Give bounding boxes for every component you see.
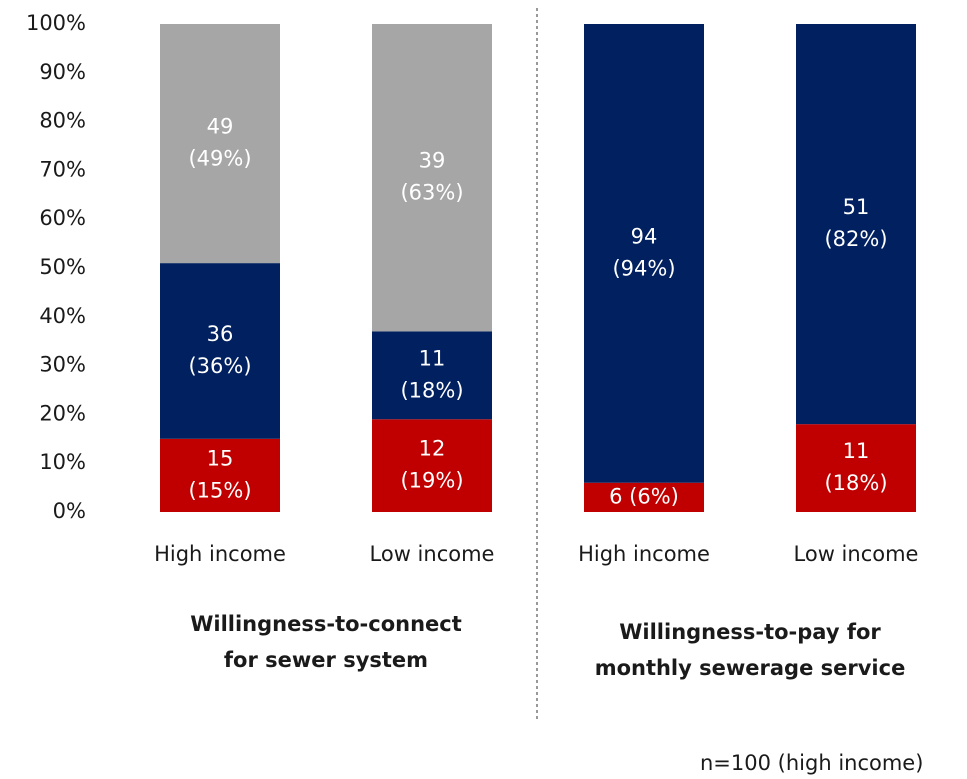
data-label: 36 — [207, 322, 234, 346]
data-label: 39 — [419, 149, 446, 173]
data-label: 11 — [419, 346, 446, 370]
data-label: (19%) — [400, 469, 463, 493]
bar-segment — [160, 438, 280, 512]
bar-segment — [160, 24, 280, 264]
data-label: 51 — [843, 195, 870, 219]
data-label: 11 — [843, 439, 870, 463]
bar-segment — [584, 24, 704, 483]
y-tick-label: 20% — [39, 401, 86, 425]
bar-segment — [372, 24, 492, 332]
group-label: Willingness-to-pay for — [619, 620, 881, 644]
y-tick-label: 10% — [39, 450, 86, 474]
data-label: 15 — [207, 446, 234, 470]
note: n=100 (high income) — [700, 751, 923, 775]
x-tick-label: Low income — [794, 542, 919, 566]
y-tick-label: 50% — [39, 255, 86, 279]
data-label: (36%) — [188, 354, 251, 378]
x-tick-label: Low income — [370, 542, 495, 566]
bar-segment — [372, 419, 492, 512]
data-label: 6 (6%) — [609, 484, 679, 508]
data-label: (15%) — [188, 478, 251, 502]
y-tick-label: 40% — [39, 304, 86, 328]
y-tick-label: 70% — [39, 157, 86, 181]
bar-segment — [796, 424, 916, 512]
data-label: 12 — [419, 437, 446, 461]
x-tick-label: High income — [154, 542, 286, 566]
y-tick-label: 0% — [53, 499, 86, 523]
x-tick-label: High income — [578, 542, 710, 566]
bar-segment — [160, 263, 280, 439]
data-label: (49%) — [188, 147, 251, 171]
group-label: for sewer system — [224, 648, 428, 672]
y-tick-label: 100% — [26, 11, 86, 35]
y-tick-label: 90% — [39, 60, 86, 84]
y-tick-label: 80% — [39, 109, 86, 133]
y-tick-label: 60% — [39, 206, 86, 230]
data-label: (18%) — [400, 378, 463, 402]
data-label: 49 — [207, 115, 234, 139]
bar-segment — [796, 24, 916, 425]
data-label: (82%) — [824, 227, 887, 251]
data-label: (63%) — [400, 181, 463, 205]
group-label: monthly sewerage service — [595, 656, 906, 680]
data-label: (18%) — [824, 471, 887, 495]
data-label: (94%) — [612, 256, 675, 280]
bar-segment — [584, 482, 704, 512]
data-label: 94 — [631, 224, 658, 248]
group-label: Willingness-to-connect — [190, 612, 462, 636]
y-tick-label: 30% — [39, 353, 86, 377]
bar-segment — [372, 331, 492, 420]
